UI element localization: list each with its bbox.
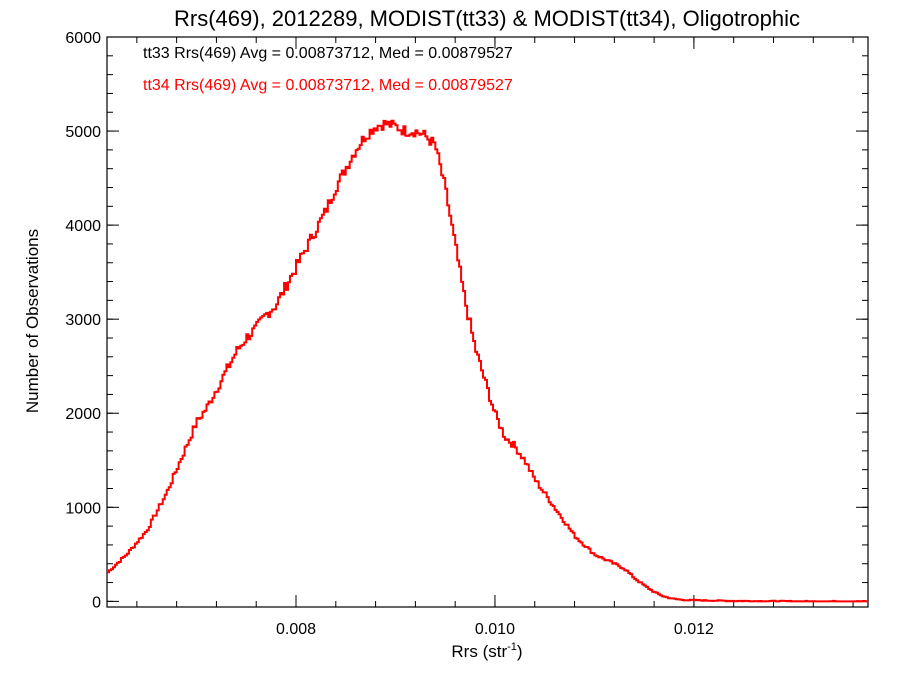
x-tick-label: 0.012 [674,621,714,638]
plot-frame [106,36,869,608]
y-tick-label: 3000 [65,312,101,329]
y-tick-label: 4000 [65,218,101,235]
y-tick-label: 0 [92,594,101,611]
x-tick-label: 0.010 [475,621,515,638]
y-tick-label: 6000 [65,30,101,47]
axis-tick-labels: 0.008 0.010 0.012 0 1000 2000 3000 4000 5000 6000 [65,30,714,638]
x-axis-label: Rrs (str-1) [451,641,522,661]
x-tick-label: 0.008 [276,621,316,638]
chart-title: Rrs(469), 2012289, MODIST(tt33) & MODIST… [174,6,800,31]
y-tick-label: 1000 [65,500,101,517]
annotation-tt33-stats: tt33 Rrs(469) Avg = 0.00873712, Med = 0.… [143,45,513,62]
x-axis-label-end: ) [517,642,523,661]
annotation-tt34-stats: tt34 Rrs(469) Avg = 0.00873712, Med = 0.… [143,77,513,94]
y-tick-label: 5000 [65,124,101,141]
histogram-line-0 [107,119,868,603]
x-axis-label-main: Rrs (str [451,642,507,661]
y-tick-label: 2000 [65,406,101,423]
histogram-series [107,119,868,603]
y-axis-label: Number of Observations [23,229,42,413]
axis-ticks [107,36,868,607]
x-axis-label-superscript: -1 [507,641,517,653]
